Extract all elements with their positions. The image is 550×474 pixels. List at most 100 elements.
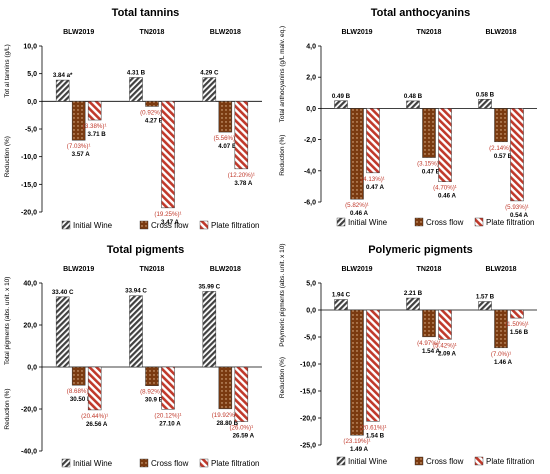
chart-3: Total pigments Total pigments (abs. unit.… [4,244,262,468]
data-label: 0.54 A [510,212,529,219]
legend-label: Plate filtration [211,459,259,468]
bar-cross-flow [350,108,364,200]
y-tick-label: -20,0 [21,407,37,414]
data-label: 4.31 B [127,69,146,76]
y-tick-label: -5,0 [25,127,37,134]
data-label: 3.57 A [72,151,91,158]
data-label: 0.46 A [350,210,369,217]
y-tick-label: -2,0 [304,137,316,144]
y-tick-label: 20,0 [23,323,37,330]
bar-plate-filtration [87,366,102,411]
chart-title: Total anthocyanins [371,7,470,19]
legend: Initial Wine Cross flow Plate filtration [336,456,534,466]
reduction-label: (7.0%)¹ [491,351,511,358]
bar-initial-wine [334,299,348,311]
data-label: 0.47 A [366,184,385,191]
reduction-label: (5.42%)¹ [433,342,457,349]
bar-cross-flow [71,366,86,386]
reduction-label: (19.92%)¹ [212,412,239,419]
legend-label: Initial Wine [73,459,113,468]
category-label: TN2018 [140,266,165,273]
bar-plate-filtration [87,101,102,121]
legend-swatch [139,458,149,468]
y-tick-label: 5,0 [306,281,316,288]
y-tick-label: 0,0 [27,99,37,106]
legend-label: Cross flow [426,218,464,227]
reduction-label: (5.93%)¹ [505,204,529,211]
y-axis-title-bottom: Reduction (%) [4,388,11,429]
bar-initial-wine [202,291,217,368]
data-label: 0.47 B [422,169,441,176]
reduction-label: (20.44%)¹ [81,413,108,420]
y-tick-label: 0,0 [306,106,316,113]
data-label: 2.21 B [404,290,423,297]
y-axis-title-bottom: Reduction (%) [4,136,11,177]
y-tick-label: 2,0 [306,75,316,82]
reduction-label: (2.14%)¹ [489,145,513,152]
y-axis-title-bottom: Reduction (%) [279,135,286,176]
legend-swatch [336,456,346,466]
category-label: BLW2018 [485,266,516,273]
data-label: 26.59 A [233,433,255,440]
bar-cross-flow [494,108,508,143]
data-label: 3.47 A [161,219,180,226]
chart-title: Total tannins [112,7,180,19]
reduction-label: (7.03%)¹ [67,143,91,150]
bar-cross-flow [350,309,364,436]
chart-title: Polymeric pigments [368,244,473,256]
y-tick-label: 0,0 [306,308,316,315]
data-label: 0.49 B [332,93,351,100]
y-axis-title-top: Polymeric pigments (abs. unit. x 10) [279,243,286,346]
legend-swatch [139,220,149,230]
y-tick-label: -20,0 [21,210,37,217]
y-tick-label: -15,0 [300,389,316,396]
y-tick-label: 5,0 [27,71,37,78]
data-label: 1.54 A [422,348,441,355]
y-tick-label: -25,0 [300,443,316,450]
y-axis-title-top: Tot al tannins (g/L) [4,44,11,97]
y-tick-label: 10,0 [23,44,37,51]
bar-plate-filtration [510,108,524,202]
data-label: 27.10 A [159,420,181,427]
legend-swatch [199,220,209,230]
category-label: TN2018 [140,29,165,36]
bar-cross-flow [494,309,508,349]
y-tick-label: -15,0 [21,182,37,189]
y-tick-label: -10,0 [300,362,316,369]
data-label: 30.50 B [70,396,92,403]
legend-swatch [474,217,484,227]
category-label: BLW2019 [63,29,94,36]
y-tick-label: 40,0 [23,281,37,288]
data-label: 3.78 A [234,180,253,187]
bar-plate-filtration [366,108,380,174]
legend-label: Cross flow [426,457,464,466]
category-label: TN2018 [417,266,442,273]
bar-initial-wine [334,100,348,109]
bar-cross-flow [145,366,159,386]
legend-label: Plate filtration [211,221,259,230]
data-label: 26.56 A [86,421,108,428]
legend-swatch [61,220,71,230]
reduction-label: (4.70%)¹ [433,185,457,192]
reduction-label: (3.38%)¹ [83,123,107,130]
category-label: BLW2018 [210,29,241,36]
reduction-label: (4.97%)¹ [417,340,441,347]
bar-plate-filtration [161,101,175,209]
y-axis-title-bottom: Reduction (%) [279,357,286,398]
bar-initial-wine [406,297,420,311]
bar-plate-filtration [438,309,452,340]
data-label: 1.46 A [494,359,513,366]
data-label: 0.58 B [476,91,495,98]
legend-label: Plate filtration [486,218,534,227]
legend-label: Cross flow [151,221,189,230]
reduction-label: (23.19%)¹ [343,438,370,445]
reduction-label: (5.82%)¹ [345,202,369,209]
bar-plate-filtration [234,101,249,170]
chart-1: Total tannins Tot al tannins (g/L) Reducti… [4,7,262,230]
legend: Initial Wine Cross flow Plate filtration [61,458,259,468]
legend-label: Plate filtration [486,457,534,466]
reduction-label: (12.20%)¹ [228,172,255,179]
data-label: 33.94 C [125,288,147,295]
data-label: 3.84 a* [53,72,73,79]
